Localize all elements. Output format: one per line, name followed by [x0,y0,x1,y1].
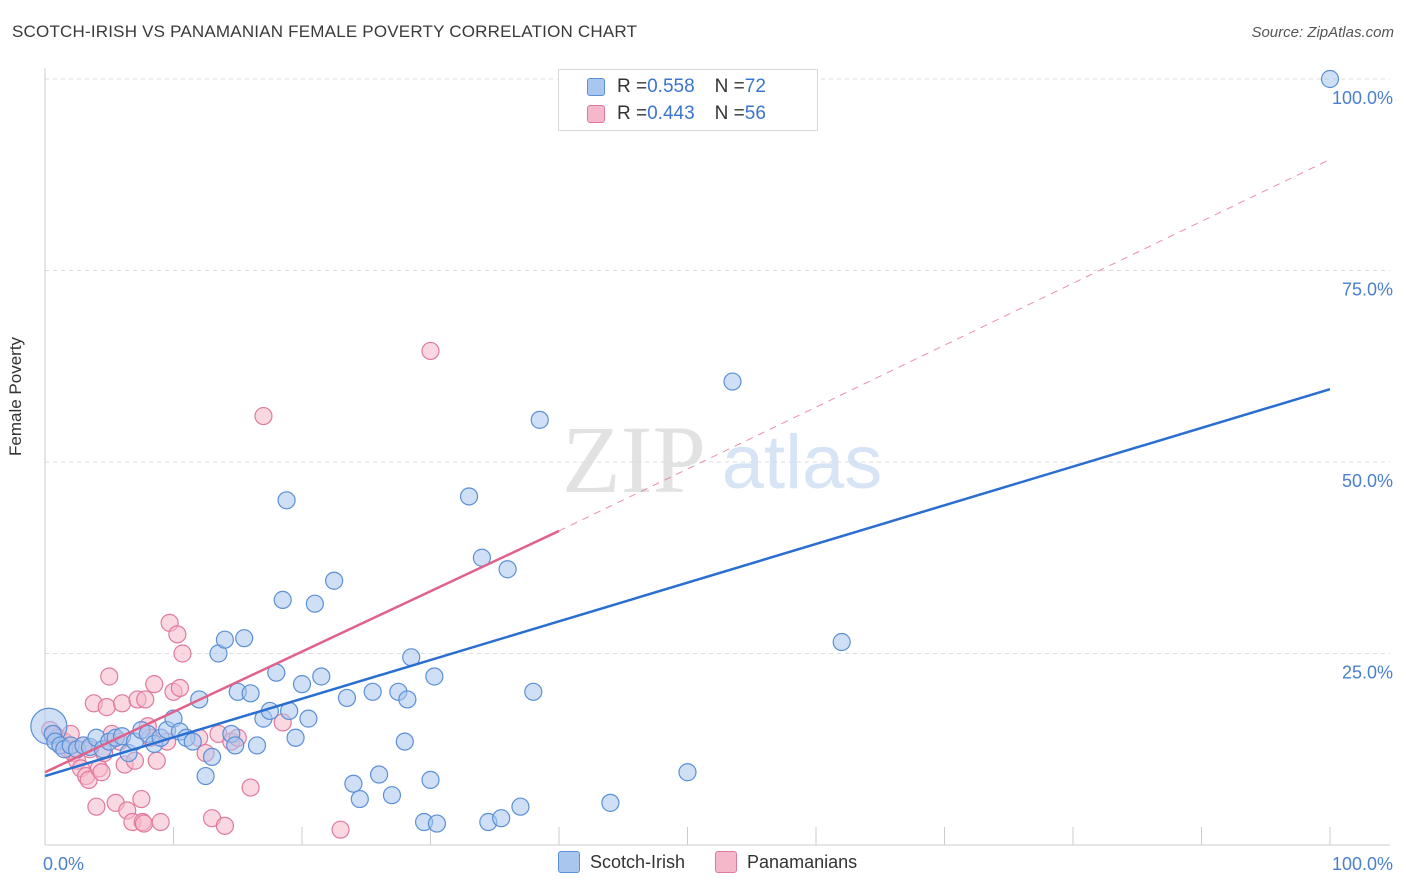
data-point-scotch-irish [678,763,697,782]
legend-r-label: R = [617,103,648,124]
legend-swatch-blue [558,851,580,873]
legend-swatch-blue [587,78,605,96]
data-point-scotch-irish [398,690,417,709]
data-point-panamanians [151,812,170,832]
data-point-scotch-irish [337,688,357,708]
data-point-scotch-irish [530,410,549,429]
data-point-panamanians [215,816,234,835]
data-point-scotch-irish [350,789,369,809]
data-point-scotch-irish [1320,69,1340,89]
legend-item-panamanians: Panamanians [715,851,857,873]
series-legend: Scotch-Irish Panamanians [558,851,887,873]
data-point-scotch-irish [235,629,254,648]
data-point-scotch-irish [299,709,318,728]
data-point-scotch-irish [241,684,260,703]
trendline-panamanians [44,529,560,774]
y-tick-label: 100.0% [1332,88,1393,108]
data-point-scotch-irish [247,736,267,755]
data-point-scotch-irish [421,770,440,789]
data-point-panamanians [170,678,190,698]
legend-r-value: 0.558 [647,76,695,97]
data-point-scotch-irish [273,590,292,609]
watermark-zip: ZIP [562,406,706,513]
legend-n-label: N = [714,76,745,97]
series-panamanians [41,341,440,839]
data-point-scotch-irish [601,793,620,812]
data-point-scotch-irish [202,747,222,767]
data-point-panamanians [173,644,192,663]
data-point-panamanians [92,763,111,782]
data-point-panamanians [132,789,151,809]
data-point-scotch-irish [395,732,414,751]
axes [44,68,1390,846]
legend-n-label: N = [714,103,745,124]
legend-n-value: 72 [744,76,766,97]
data-point-scotch-irish [363,682,382,701]
legend-swatch-pink [587,105,605,123]
y-tick-label: 25.0% [1342,663,1393,683]
data-point-scotch-irish [492,809,511,828]
legend-row-scotch-irish: R = 0.558 N = 72 [587,75,766,99]
correlation-legend: R = 0.558 N = 72 R = 0.443 N = 56 [558,69,818,131]
data-point-scotch-irish [183,732,202,751]
data-point-scotch-irish [344,774,363,793]
data-point-scotch-irish [524,682,543,701]
data-point-panamanians [331,820,350,839]
data-point-scotch-irish [277,491,296,510]
data-point-panamanians [147,751,166,770]
data-point-panamanians [145,675,164,694]
data-point-scotch-irish [425,667,444,686]
legend-swatch-pink [715,851,738,873]
legend-r-value: 0.443 [647,103,695,124]
data-point-scotch-irish [226,736,245,755]
x-tick-label: 100.0% [1332,854,1393,874]
data-point-scotch-irish [292,675,312,694]
data-point-panamanians [97,698,116,717]
y-tick-label: 50.0% [1342,471,1393,491]
legend-label: Panamanians [747,851,858,872]
data-point-panamanians [100,667,119,686]
data-point-panamanians [134,814,154,833]
legend-r-label: R = [617,76,648,97]
grid-lines [45,78,1390,654]
data-point-scotch-irish [511,797,530,816]
trendline-scotch-irish [44,388,1331,778]
data-point-panamanians [136,690,155,709]
source-note: Source: ZipAtlas.com [1251,24,1394,41]
data-point-panamanians [421,341,440,361]
data-point-panamanians [112,694,132,713]
data-point-scotch-irish [305,594,324,613]
data-point-scotch-irish [459,487,479,506]
legend-item-scotch-irish: Scotch-Irish [558,851,685,873]
x-tick-label: 0.0% [43,854,84,874]
data-point-panamanians [168,625,187,644]
data-point-scotch-irish [427,814,447,833]
data-point-scotch-irish [723,372,742,391]
data-point-scotch-irish [312,667,331,686]
data-point-scotch-irish [370,765,389,784]
trendline-panamanians-extension [558,158,1331,532]
legend-n-value: 56 [744,103,766,124]
data-point-scotch-irish [196,766,215,786]
data-point-scotch-irish [498,560,517,579]
chart-title: SCOTCH-IRISH VS PANAMANIAN FEMALE POVERT… [12,22,638,41]
data-point-panamanians [254,406,273,426]
data-point-scotch-irish [215,630,234,649]
tick-labels: 25.0% 50.0% 75.0% 100.0% 0.0% 100.0% [43,88,1393,874]
data-point-panamanians [241,778,260,797]
data-point-scotch-irish [382,786,402,805]
trend-lines [44,158,1331,778]
data-point-scotch-irish [286,728,305,747]
y-tick-label: 75.0% [1342,280,1393,300]
watermark-atlas: atlas [722,420,883,505]
series-scotch-irish [30,69,1340,833]
data-point-panamanians [87,797,106,816]
legend-label: Scotch-Irish [590,851,686,872]
data-point-scotch-irish [832,632,851,652]
data-point-scotch-irish [325,571,344,590]
legend-row-panamanians: R = 0.443 N = 56 [587,102,766,126]
